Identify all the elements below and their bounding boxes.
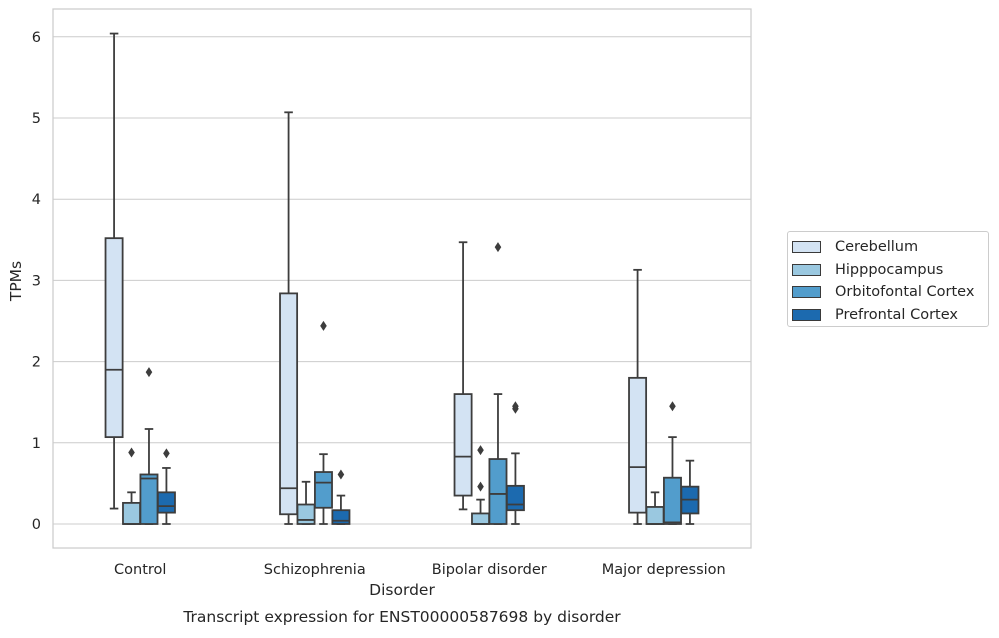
box-prefrontal-cortex: [331, 469, 351, 525]
legend-swatch: [792, 286, 821, 299]
legend-item: Hipppocampus: [792, 259, 988, 282]
box-cerebellum: [279, 111, 299, 525]
x-axis-label: Disorder: [369, 581, 435, 599]
box-prefrontal-cortex: [680, 459, 700, 525]
box-iqr: [331, 509, 351, 525]
box-hipppocampus: [296, 480, 316, 525]
legend-swatch: [792, 308, 821, 321]
box-iqr: [279, 292, 299, 516]
y-axis-label: TPMs: [7, 261, 25, 302]
legend-item: Cerebellum: [792, 236, 988, 259]
outlier-point: [477, 481, 484, 492]
box-orbitofontal-cortex: [139, 367, 159, 525]
y-tick-label: 4: [32, 192, 41, 208]
box-cerebellum: [628, 268, 648, 525]
y-tick-label: 0: [32, 517, 41, 533]
outlier-point: [494, 242, 502, 253]
plot-frame: [52, 8, 752, 549]
y-tick-label: 1: [32, 436, 41, 452]
chart-title: Transcript expression for ENST0000058769…: [182, 608, 621, 626]
outlier-point: [669, 401, 676, 412]
outlier-point: [128, 447, 135, 458]
legend-label: Orbitofontal Cortex: [835, 284, 975, 301]
legend-label: Cerebellum: [835, 239, 919, 256]
box-orbitofontal-cortex: [663, 401, 682, 525]
box-iqr: [156, 491, 176, 514]
x-tick-label: Major depression: [602, 562, 726, 578]
x-tick-label: Control: [114, 562, 166, 578]
box-prefrontal-cortex: [156, 448, 176, 525]
box-iqr: [296, 503, 316, 525]
box-iqr: [488, 458, 508, 525]
legend-item: Prefrontal Cortex: [792, 304, 988, 327]
box-prefrontal-cortex: [505, 401, 525, 525]
box-iqr: [645, 506, 665, 525]
y-tick-label: 2: [32, 355, 41, 371]
box-orbitofontal-cortex: [488, 242, 508, 525]
outlier-point: [337, 469, 345, 480]
box-iqr: [471, 512, 490, 525]
box-iqr: [104, 237, 124, 439]
y-tick-label: 5: [32, 111, 41, 127]
legend-item: Orbitofontal Cortex: [792, 281, 988, 304]
y-tick-label: 3: [32, 273, 41, 289]
gridlines: [53, 36, 751, 525]
outlier-point: [320, 320, 327, 331]
legend-label: Prefrontal Cortex: [835, 306, 958, 323]
box-series: [104, 32, 700, 525]
box-iqr: [663, 476, 682, 525]
box-iqr: [314, 471, 333, 509]
legend-swatch: [792, 263, 821, 276]
box-iqr: [453, 393, 473, 497]
legend: Cerebellum Hipppocampus Orbitofontal Corte…: [787, 231, 989, 327]
axes: 0 1 2 3 4 5 6 Control Schizophrenia Bipolar disor…: [32, 8, 752, 578]
legend-swatch: [792, 241, 821, 254]
outlier-point: [477, 445, 484, 456]
x-tick-label: Bipolar disorder: [432, 562, 547, 578]
box-hipppocampus: [122, 447, 141, 525]
legend-label: Hipppocampus: [835, 261, 944, 278]
box-iqr: [628, 376, 648, 514]
box-cerebellum: [104, 32, 124, 510]
outlier-point: [145, 367, 153, 378]
y-tick-label: 6: [32, 30, 41, 46]
box-orbitofontal-cortex: [314, 320, 333, 525]
box-cerebellum: [453, 241, 473, 511]
outlier-point: [512, 401, 519, 412]
outlier-point: [163, 448, 170, 459]
box-iqr: [122, 501, 141, 525]
box-hipppocampus: [645, 491, 665, 525]
x-tick-label: Schizophrenia: [264, 562, 366, 578]
box-hipppocampus: [471, 445, 490, 525]
box-iqr: [505, 484, 525, 512]
box-iqr: [139, 473, 159, 525]
